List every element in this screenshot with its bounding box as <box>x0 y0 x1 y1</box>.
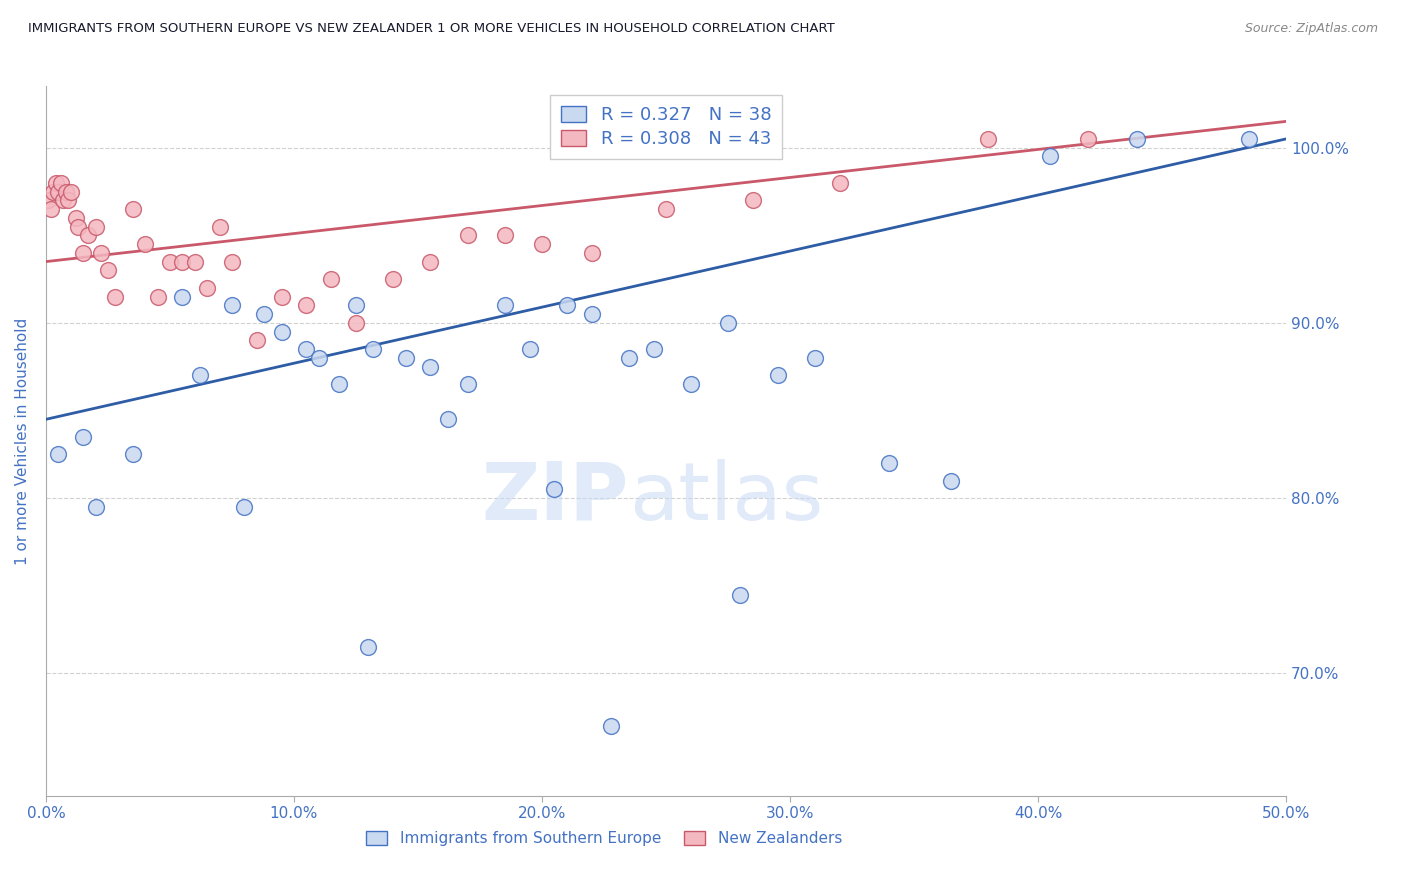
Point <box>344 298 367 312</box>
Point <box>77 228 100 243</box>
Point <box>84 219 107 234</box>
Point <box>104 290 127 304</box>
Point <box>49 176 72 190</box>
Point <box>1237 132 1260 146</box>
Point <box>84 500 107 514</box>
Point <box>134 237 156 252</box>
Point <box>344 316 367 330</box>
Point <box>382 272 405 286</box>
Point <box>977 132 1000 146</box>
Point <box>270 325 292 339</box>
Point <box>55 185 77 199</box>
Point <box>208 219 231 234</box>
Point <box>1077 132 1099 146</box>
Y-axis label: 1 or more Vehicles in Household: 1 or more Vehicles in Household <box>15 318 30 565</box>
Point <box>42 185 65 199</box>
Text: ZIP: ZIP <box>481 459 628 537</box>
Point <box>530 237 553 252</box>
Point <box>321 272 343 286</box>
Text: IMMIGRANTS FROM SOUTHERN EUROPE VS NEW ZEALANDER 1 OR MORE VEHICLES IN HOUSEHOLD: IMMIGRANTS FROM SOUTHERN EUROPE VS NEW Z… <box>28 22 835 36</box>
Point <box>457 228 479 243</box>
Point <box>328 377 350 392</box>
Point <box>45 176 67 190</box>
Point <box>519 342 541 356</box>
Point <box>121 447 143 461</box>
Point <box>419 254 441 268</box>
Point <box>295 342 318 356</box>
Point <box>72 430 94 444</box>
Point <box>419 359 441 374</box>
Point <box>457 377 479 392</box>
Point <box>941 474 963 488</box>
Point <box>52 194 75 208</box>
Point <box>581 245 603 260</box>
Point <box>828 176 851 190</box>
Point <box>600 719 623 733</box>
Point <box>39 202 62 216</box>
Point <box>803 351 825 365</box>
Point <box>494 298 516 312</box>
Point <box>48 185 70 199</box>
Point <box>233 500 256 514</box>
Text: Source: ZipAtlas.com: Source: ZipAtlas.com <box>1244 22 1378 36</box>
Point <box>188 368 211 383</box>
Point <box>59 185 82 199</box>
Point <box>246 334 269 348</box>
Point <box>37 194 59 208</box>
Point <box>1126 132 1149 146</box>
Point <box>679 377 702 392</box>
Point <box>221 254 243 268</box>
Text: atlas: atlas <box>628 459 823 537</box>
Point <box>72 245 94 260</box>
Point <box>146 290 169 304</box>
Point <box>494 228 516 243</box>
Point <box>48 447 70 461</box>
Point <box>308 351 330 365</box>
Point <box>394 351 416 365</box>
Point <box>67 219 90 234</box>
Legend: Immigrants from Southern Europe, New Zealanders: Immigrants from Southern Europe, New Zea… <box>360 825 848 852</box>
Point <box>741 194 763 208</box>
Point <box>581 307 603 321</box>
Point <box>121 202 143 216</box>
Point <box>172 290 194 304</box>
Point <box>617 351 640 365</box>
Point <box>766 368 789 383</box>
Point <box>363 342 385 356</box>
Point <box>90 245 112 260</box>
Point <box>195 281 218 295</box>
Point <box>221 298 243 312</box>
Point <box>58 194 80 208</box>
Point <box>436 412 458 426</box>
Point <box>97 263 120 277</box>
Point <box>1039 149 1062 163</box>
Point <box>357 640 380 654</box>
Point <box>877 456 900 470</box>
Point <box>717 316 740 330</box>
Point <box>65 211 87 225</box>
Point <box>295 298 318 312</box>
Point <box>655 202 678 216</box>
Point <box>253 307 276 321</box>
Point <box>184 254 207 268</box>
Point <box>555 298 578 312</box>
Point <box>172 254 194 268</box>
Point <box>730 588 752 602</box>
Point <box>159 254 181 268</box>
Point <box>543 483 565 497</box>
Point <box>643 342 665 356</box>
Point <box>270 290 292 304</box>
